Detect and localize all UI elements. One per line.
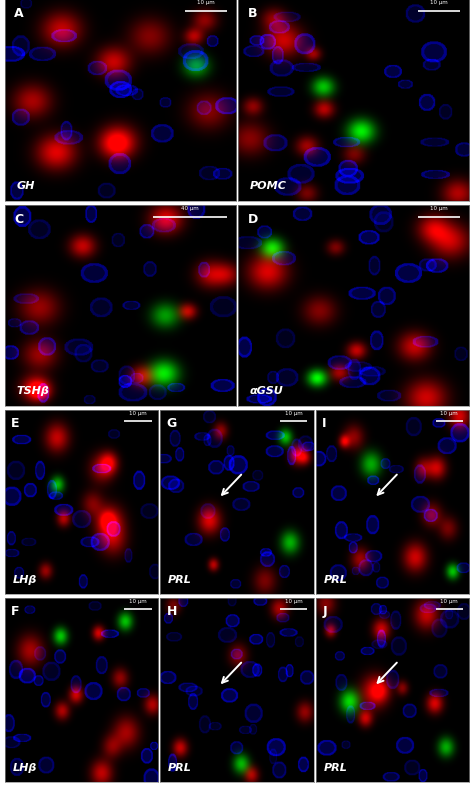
Text: 10 μm: 10 μm bbox=[430, 0, 448, 6]
Text: C: C bbox=[14, 213, 23, 226]
Text: GH: GH bbox=[16, 181, 35, 190]
Text: I: I bbox=[322, 417, 327, 431]
Text: 10 μm: 10 μm bbox=[197, 0, 215, 6]
Text: PRL: PRL bbox=[168, 575, 192, 585]
Text: E: E bbox=[11, 417, 19, 431]
Text: B: B bbox=[247, 7, 257, 21]
Text: LHβ: LHβ bbox=[12, 763, 37, 773]
Text: 10 μm: 10 μm bbox=[430, 205, 448, 211]
Text: 10 μm: 10 μm bbox=[129, 411, 147, 416]
Text: αGSU: αGSU bbox=[250, 386, 283, 396]
Text: G: G bbox=[166, 417, 177, 431]
Text: 10 μm: 10 μm bbox=[285, 599, 302, 604]
Text: PRL: PRL bbox=[168, 763, 192, 773]
Text: POMC: POMC bbox=[250, 181, 287, 190]
Text: J: J bbox=[322, 605, 327, 619]
Text: 10 μm: 10 μm bbox=[129, 599, 147, 604]
Text: 10 μm: 10 μm bbox=[440, 599, 458, 604]
Text: H: H bbox=[166, 605, 177, 619]
Text: A: A bbox=[14, 7, 24, 21]
Text: 10 μm: 10 μm bbox=[440, 411, 458, 416]
Text: PRL: PRL bbox=[324, 575, 347, 585]
Text: D: D bbox=[247, 213, 258, 226]
Text: TSHβ: TSHβ bbox=[16, 386, 49, 396]
Text: F: F bbox=[11, 605, 19, 619]
Text: 10 μm: 10 μm bbox=[285, 411, 302, 416]
Text: PRL: PRL bbox=[324, 763, 347, 773]
Text: 40 μm: 40 μm bbox=[181, 205, 199, 211]
Text: LHβ: LHβ bbox=[12, 575, 37, 585]
